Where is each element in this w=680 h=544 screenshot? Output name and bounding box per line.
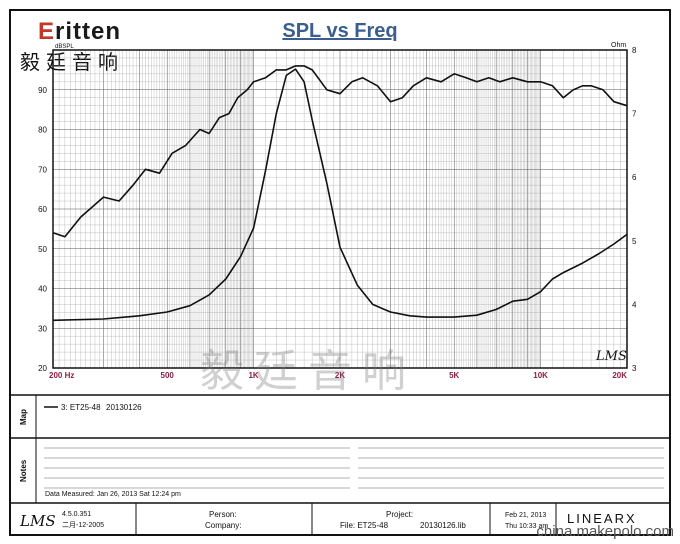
y-left-tick-label: 70 (38, 165, 47, 174)
y-left-tick-label: 90 (38, 86, 47, 95)
x-tick-label: 500 (161, 371, 175, 380)
logo-cn: 毅廷音响 (20, 50, 124, 74)
y-right-tick-label: 7 (632, 110, 637, 119)
y-left-tick-label: 30 (38, 324, 47, 333)
plot-frame (52, 49, 628, 369)
y-right-tick-label: 5 (632, 237, 637, 246)
y-left-unit: dBSPL (55, 44, 74, 50)
x-tick-label: 20K (612, 371, 627, 380)
brand-logo: Eritten (38, 18, 121, 46)
measured-text: Data Measured: Jan 26, 2013 Sat 12:24 pm (45, 491, 181, 498)
y-right-tick-label: 4 (632, 300, 637, 309)
logo-initial: E (38, 18, 56, 45)
x-tick-label: 2K (335, 371, 345, 380)
footer-lms-logo: LMS (19, 512, 56, 530)
y-left-tick-label: 20 (38, 364, 47, 373)
legend-date: 20130126 (106, 403, 142, 412)
notes-lines (44, 447, 664, 489)
y-left-tick-label: 40 (38, 285, 47, 294)
file-label: File: ET25-48 (340, 521, 389, 530)
lms-annotation: LMS (595, 349, 627, 364)
chart-title: SPL vs Freq (282, 20, 398, 42)
y-right-axis: 3 4 5 6 7 8 Ohm (611, 42, 637, 373)
project-label: Project: (386, 510, 413, 519)
x-tick-label: 1K (248, 371, 258, 380)
x-tick-label: 200 Hz (49, 371, 74, 380)
impedance-curve (52, 68, 628, 322)
curves (52, 65, 628, 322)
x-tick-label: 5K (449, 371, 459, 380)
build-date: 二月-12-2005 (62, 521, 104, 529)
y-left-tick-label: 80 (38, 126, 47, 135)
linearx-logo: LINEARX (567, 511, 637, 526)
y-right-unit: Ohm (611, 42, 626, 49)
spl-curve (52, 65, 628, 238)
watermark: 毅廷音响 (200, 346, 416, 397)
logo-text: ritten (55, 18, 122, 45)
person-label: Person: (209, 510, 237, 519)
file-date: 20130126.lib (420, 521, 466, 530)
version: 4.5.0.351 (62, 511, 91, 518)
legend-entry: 3: ET25-48 (61, 403, 101, 412)
x-axis: 200 Hz 500 1K 2K 5K 10K 20K (49, 371, 627, 380)
y-right-tick-label: 8 (632, 46, 637, 55)
company-label: Company: (205, 521, 241, 530)
y-left-axis: 20 30 40 50 60 70 80 90 dBSPL (38, 44, 74, 373)
map-label: Map (19, 409, 28, 425)
x-tick-label: 10K (533, 371, 548, 380)
grid (52, 49, 628, 369)
y-left-tick-label: 60 (38, 205, 47, 214)
outer-frame (9, 9, 671, 536)
notes-label: Notes (19, 459, 28, 482)
site-watermark: china.makepolo.com (536, 523, 674, 540)
footer-date: Feb 21, 2013 (505, 512, 546, 519)
y-right-tick-label: 3 (632, 364, 637, 373)
footer-time: Thu 10:33 am (505, 523, 548, 530)
y-right-tick-label: 6 (632, 173, 637, 182)
y-left-tick-label: 50 (38, 245, 47, 254)
